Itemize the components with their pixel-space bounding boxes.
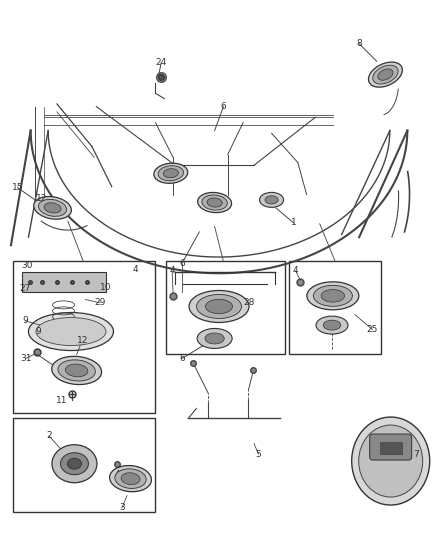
Ellipse shape <box>158 166 184 181</box>
Ellipse shape <box>60 453 88 475</box>
FancyBboxPatch shape <box>370 434 412 460</box>
Text: 6: 6 <box>179 260 185 268</box>
Text: 15: 15 <box>12 183 23 192</box>
Ellipse shape <box>316 316 348 334</box>
Ellipse shape <box>67 458 81 469</box>
Ellipse shape <box>197 328 232 349</box>
Text: 6: 6 <box>179 354 185 363</box>
Bar <box>13 261 155 413</box>
Ellipse shape <box>154 163 188 183</box>
FancyBboxPatch shape <box>380 442 402 454</box>
Text: 11: 11 <box>56 397 67 405</box>
Bar <box>289 261 381 354</box>
Text: 7: 7 <box>413 450 419 458</box>
Ellipse shape <box>110 465 152 492</box>
Ellipse shape <box>352 417 430 505</box>
Bar <box>13 418 155 512</box>
Text: 3: 3 <box>119 504 125 512</box>
Ellipse shape <box>373 65 398 84</box>
Ellipse shape <box>368 62 403 87</box>
Text: 30: 30 <box>21 261 33 270</box>
Text: 9: 9 <box>35 327 42 336</box>
Text: 8: 8 <box>356 39 362 48</box>
Ellipse shape <box>198 192 232 213</box>
Ellipse shape <box>121 473 140 484</box>
Text: 28: 28 <box>243 298 254 307</box>
Text: 4: 4 <box>293 266 298 275</box>
Ellipse shape <box>115 469 146 488</box>
Ellipse shape <box>34 197 71 219</box>
Text: 1: 1 <box>290 219 297 227</box>
Ellipse shape <box>207 198 222 207</box>
Ellipse shape <box>202 195 227 210</box>
Ellipse shape <box>44 203 61 213</box>
Ellipse shape <box>163 168 178 178</box>
Ellipse shape <box>307 282 359 310</box>
Text: 4: 4 <box>170 266 175 275</box>
Ellipse shape <box>323 320 341 330</box>
Ellipse shape <box>265 196 278 204</box>
Text: 4: 4 <box>133 265 138 273</box>
Text: 27: 27 <box>20 285 31 293</box>
Text: 31: 31 <box>21 354 32 362</box>
Ellipse shape <box>205 333 224 344</box>
Text: 9: 9 <box>22 317 28 325</box>
Ellipse shape <box>205 299 233 314</box>
Text: 10: 10 <box>100 284 112 292</box>
FancyBboxPatch shape <box>21 272 106 293</box>
Ellipse shape <box>313 285 353 306</box>
Ellipse shape <box>260 192 283 207</box>
Text: 12: 12 <box>77 336 88 344</box>
Text: 5: 5 <box>255 450 261 458</box>
Text: 29: 29 <box>94 298 106 307</box>
Text: 12: 12 <box>36 194 47 203</box>
Bar <box>166 261 285 354</box>
Text: 25: 25 <box>367 325 378 334</box>
Ellipse shape <box>65 364 88 377</box>
Ellipse shape <box>378 69 393 80</box>
Ellipse shape <box>189 290 249 322</box>
Ellipse shape <box>36 318 106 345</box>
Ellipse shape <box>58 360 95 381</box>
Ellipse shape <box>359 425 423 497</box>
Text: 6: 6 <box>220 102 226 111</box>
Ellipse shape <box>197 294 241 319</box>
Ellipse shape <box>39 199 67 216</box>
Ellipse shape <box>52 445 97 483</box>
Ellipse shape <box>321 289 345 302</box>
Text: 2: 2 <box>46 432 52 440</box>
Text: 4: 4 <box>115 470 120 479</box>
Ellipse shape <box>52 357 102 384</box>
Text: 24: 24 <box>155 59 167 67</box>
Ellipse shape <box>28 312 113 351</box>
